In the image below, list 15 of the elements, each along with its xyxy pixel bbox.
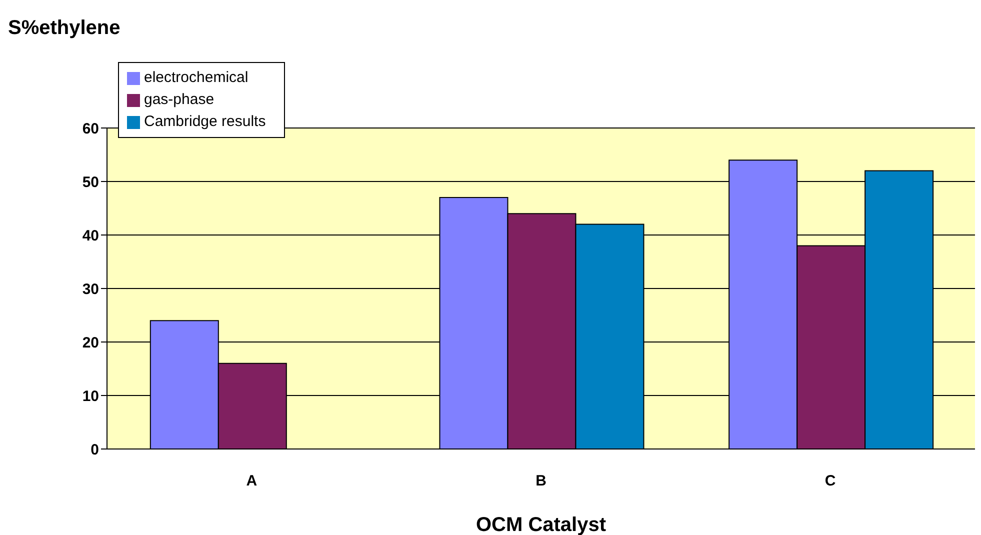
y-tick-label: 10 <box>82 388 99 405</box>
x-tick-label: A <box>246 472 258 490</box>
legend-label: Cambridge results <box>144 113 266 130</box>
x-tick-label: B <box>536 472 547 490</box>
y-axis-title: S%ethylene <box>8 17 120 39</box>
y-tick-label: 30 <box>82 280 99 298</box>
y-tick-label: 60 <box>82 120 99 138</box>
x-tick-label: C <box>824 472 836 490</box>
x-axis-title: OCM Catalyst <box>476 514 606 535</box>
y-tick-label: 40 <box>82 227 99 244</box>
legend-label: gas-phase <box>144 91 214 108</box>
y-tick-label: 20 <box>82 334 99 352</box>
y-tick-label: 50 <box>82 174 99 191</box>
legend-label: electrochemical <box>144 69 248 86</box>
y-tick-label: 0 <box>90 441 99 458</box>
